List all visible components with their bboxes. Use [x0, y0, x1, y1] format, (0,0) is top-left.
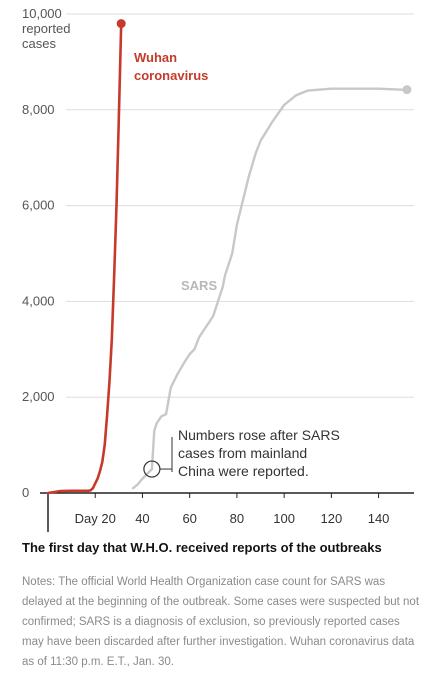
y-tick-label: 0 [22, 485, 29, 500]
chart: 02,0004,0006,0008,00010,000reportedcases… [22, 6, 414, 532]
wuhan-series-label: Wuhan [134, 50, 177, 65]
x-tick-label: 60 [182, 511, 196, 526]
annotation-text: China were reported. [178, 463, 309, 479]
annotation: Numbers rose after SARS cases from mainla… [143, 427, 340, 479]
wuhan-end-point [116, 19, 126, 29]
x-tick-label: 40 [135, 511, 149, 526]
x-tick-label: 80 [230, 511, 244, 526]
y-tick-label: 8,000 [22, 102, 55, 117]
gridlines [66, 13, 414, 398]
y-axis-unit-label: cases [22, 36, 56, 51]
sars-series-line [131, 87, 409, 490]
x-tick-label: 140 [368, 511, 390, 526]
wuhan-series-line [46, 22, 123, 495]
series-labels: Wuhan coronavirus SARS [134, 50, 217, 293]
day-one-caption: The first day that W.H.O. received repor… [22, 540, 382, 555]
sars-end-point [402, 85, 412, 95]
y-axis-unit-label: reported [22, 21, 70, 36]
sars-series-label: SARS [181, 278, 217, 293]
y-tick-label: 6,000 [22, 198, 55, 213]
x-axis: Day 20 40 60 80 100 120 140 [40, 492, 414, 532]
x-tick-label: 100 [273, 511, 295, 526]
annotation-text: cases from mainland [178, 445, 307, 461]
y-tick-label: 2,000 [22, 389, 55, 404]
y-tick-label: 10,000 [22, 6, 62, 21]
annotation-text: Numbers rose after SARS [178, 427, 340, 443]
x-tick-label: Day 20 [75, 511, 116, 526]
wuhan-series-label: coronavirus [134, 68, 208, 83]
y-tick-label: 4,000 [22, 293, 55, 308]
chart-notes: Notes: The official World Health Organiz… [22, 576, 420, 668]
x-tick-label: 120 [321, 511, 343, 526]
series-lines [46, 19, 412, 495]
